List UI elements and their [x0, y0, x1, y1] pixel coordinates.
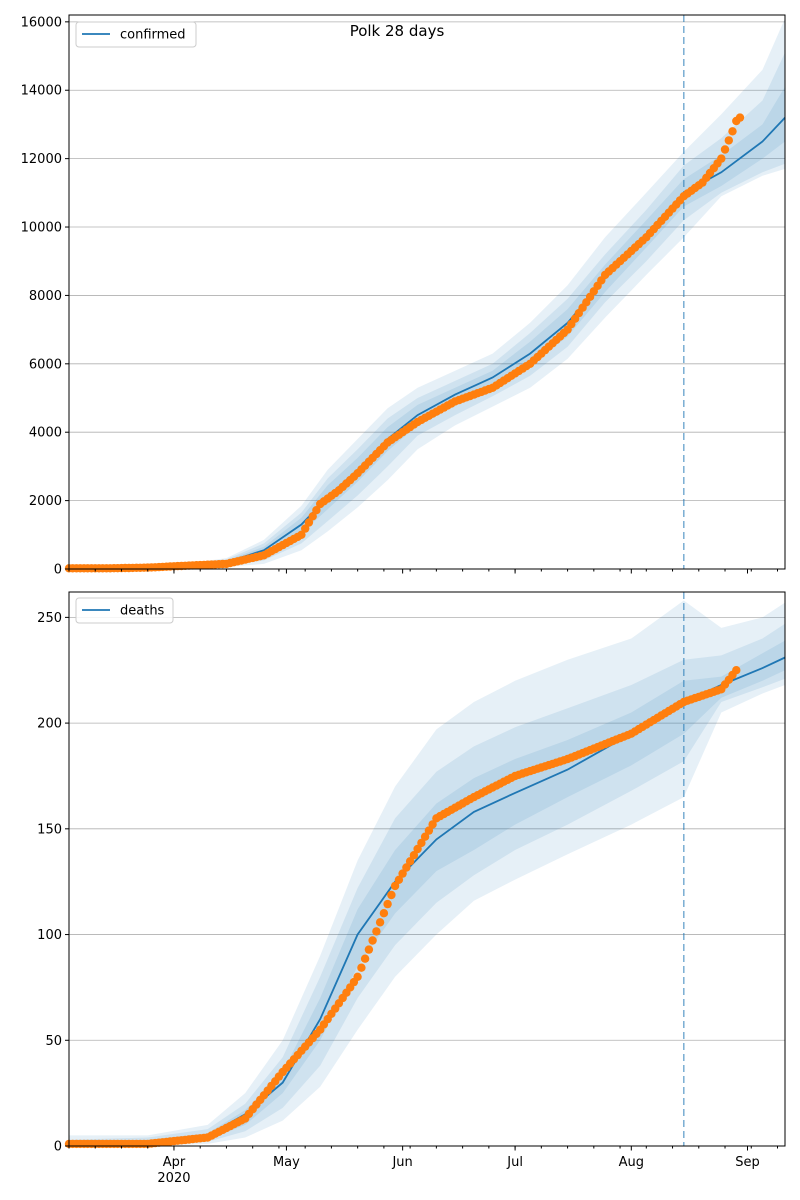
y-tick-label: 14000: [21, 84, 62, 99]
y-tick-label: 2000: [29, 494, 62, 509]
observed-point: [428, 820, 437, 829]
confirmed-axes: 0 2000 4000 6000 8000 10000 12000 14000 16000: [21, 14, 786, 578]
observed-point: [379, 909, 389, 918]
y-tick-label: 50: [45, 1034, 62, 1049]
y-tick-label: 8000: [29, 289, 62, 304]
x-tick-label: Jul: [506, 1155, 523, 1170]
observed-point: [417, 838, 426, 848]
observed-point: [394, 875, 404, 884]
observed-point: [353, 972, 362, 981]
x-tick-label: 2020: [157, 1171, 190, 1186]
x-tick-label: Apr: [163, 1155, 186, 1170]
confirmed-legend: confirmed: [75, 21, 197, 48]
observed-point: [387, 890, 396, 900]
y-tick-label: 16000: [21, 15, 62, 30]
observed-point: [398, 869, 407, 878]
plot-frame: [68, 591, 786, 1147]
uncertainty-band-1: [69, 600, 785, 1146]
observed-point: [297, 530, 306, 539]
y-tick-label: 10000: [21, 221, 62, 236]
x-tick-label: Sep: [735, 1155, 760, 1170]
y-tick-label: 0: [54, 1140, 62, 1155]
observed-point: [304, 518, 314, 527]
observed-point: [402, 863, 411, 872]
observed-point: [364, 945, 374, 954]
confirmed-observed-points: [64, 113, 745, 573]
y-tick-label: 6000: [29, 357, 62, 372]
observed-point: [308, 512, 317, 521]
plot-frame: [68, 14, 786, 570]
observed-point: [390, 881, 400, 891]
legend-label-deaths: deaths: [120, 604, 165, 619]
x-tick-label: Jun: [391, 1155, 412, 1170]
observed-point: [405, 857, 415, 866]
observed-point: [413, 844, 422, 854]
y-tick-label: 150: [37, 822, 62, 837]
deaths-legend: deaths: [75, 597, 174, 624]
observed-point: [420, 832, 430, 841]
deaths-uncertainty-bands: [69, 600, 785, 1146]
observed-point: [717, 154, 726, 163]
observed-point: [375, 918, 385, 927]
y-tick-label: 4000: [29, 426, 62, 441]
uncertainty-band-3: [69, 640, 785, 1146]
observed-point: [424, 826, 434, 835]
confirmed-chart-panel: 0 2000 4000 6000 8000 10000 12000 14000 16000 Po…: [21, 14, 786, 578]
observed-point: [383, 899, 392, 909]
legend-label-confirmed: confirmed: [120, 28, 186, 43]
observed-point: [357, 963, 366, 972]
uncertainty-band-2: [69, 623, 785, 1146]
observed-point: [732, 666, 741, 675]
x-tick-label: Aug: [619, 1155, 644, 1170]
y-tick-label: 0: [54, 563, 62, 578]
observed-point: [728, 127, 737, 136]
observed-point: [368, 936, 377, 945]
observed-point: [409, 851, 419, 860]
x-tick-label: May: [273, 1155, 300, 1170]
observed-point: [720, 145, 730, 154]
legend-box: [75, 21, 197, 48]
legend-box: [75, 597, 174, 624]
observed-point: [312, 506, 321, 515]
observed-point: [724, 136, 733, 145]
observed-point: [301, 524, 310, 533]
y-tick-label: 200: [37, 717, 62, 732]
y-tick-label: 250: [37, 611, 62, 626]
observed-point: [360, 954, 370, 963]
observed-point: [735, 113, 745, 122]
observed-point: [372, 927, 381, 936]
y-tick-label: 12000: [21, 152, 62, 167]
chart-title: Polk 28 days: [350, 22, 445, 40]
y-tick-label: 100: [37, 928, 62, 943]
